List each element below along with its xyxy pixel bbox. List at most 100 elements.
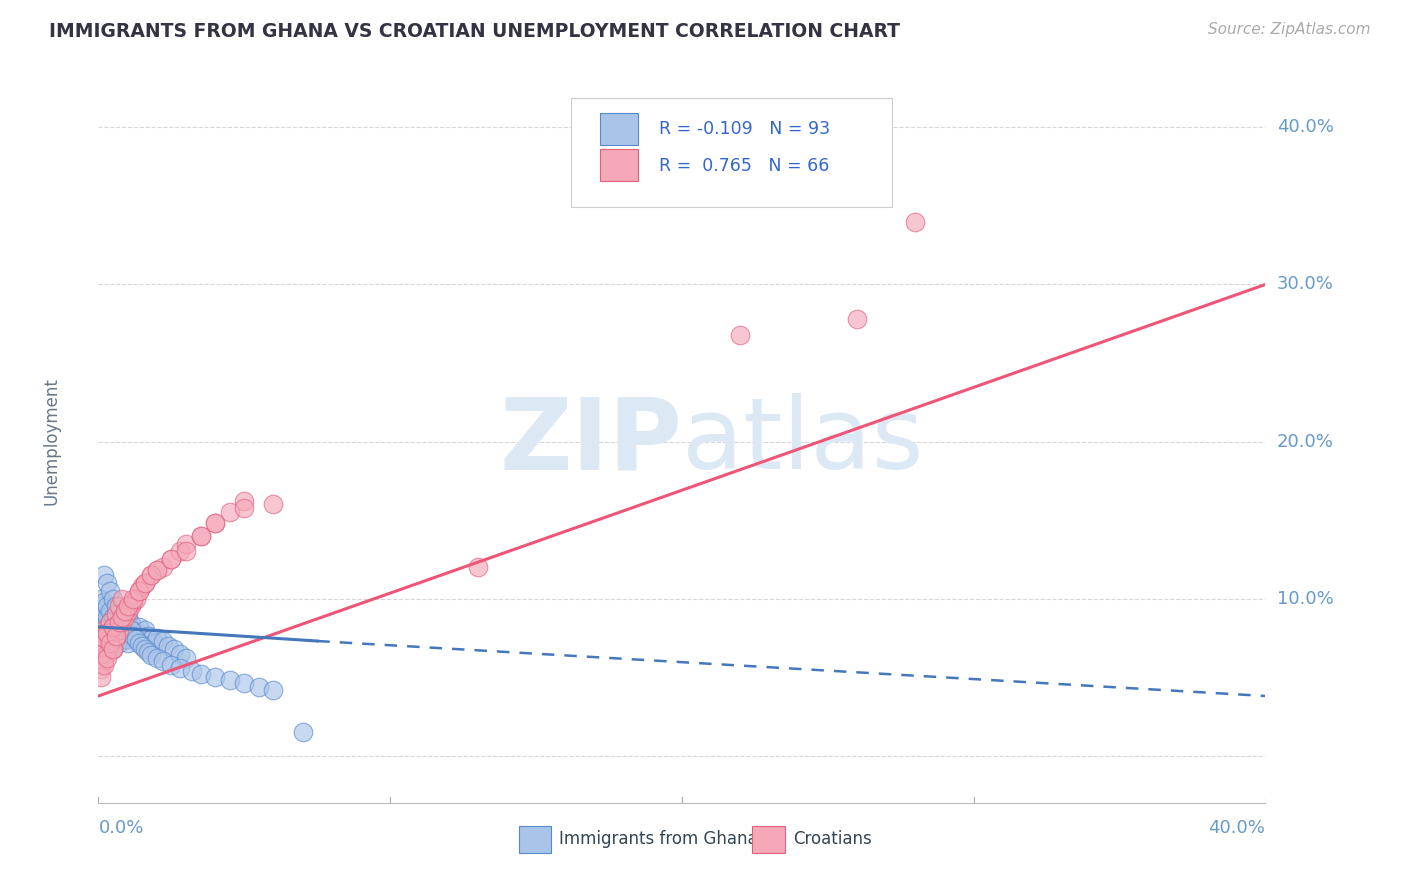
Point	[101, 591, 124, 606]
Point	[114, 620, 136, 634]
Point	[131, 639, 153, 653]
Point	[111, 610, 134, 624]
Point	[160, 552, 183, 566]
Point	[104, 607, 127, 622]
Point	[108, 623, 131, 637]
Point	[291, 725, 314, 739]
Point	[190, 529, 212, 543]
Point	[122, 629, 145, 643]
Point	[139, 568, 162, 582]
Point	[233, 676, 256, 690]
Point	[93, 568, 115, 582]
Point	[104, 632, 127, 647]
Point	[96, 615, 118, 630]
Point	[96, 610, 118, 624]
Point	[204, 516, 226, 531]
Text: 40.0%: 40.0%	[1209, 819, 1265, 837]
Point	[122, 595, 145, 609]
Point	[467, 560, 489, 574]
Point	[90, 631, 112, 645]
Point	[96, 623, 118, 637]
Point	[120, 599, 142, 614]
Point	[262, 682, 284, 697]
Text: atlas: atlas	[682, 393, 924, 490]
Point	[96, 631, 118, 645]
Point	[139, 632, 162, 647]
Text: R = -0.109   N = 93: R = -0.109 N = 93	[658, 120, 830, 138]
Point	[120, 623, 142, 637]
Point	[90, 599, 112, 614]
Point	[104, 629, 127, 643]
Point	[122, 623, 145, 637]
Point	[93, 623, 115, 637]
Point	[104, 623, 127, 637]
Point	[117, 635, 139, 649]
Text: Immigrants from Ghana: Immigrants from Ghana	[560, 830, 758, 848]
Point	[98, 604, 121, 618]
Point	[120, 616, 142, 631]
Point	[125, 591, 148, 606]
Point	[108, 599, 131, 614]
Point	[93, 595, 115, 609]
Point	[160, 657, 183, 672]
Point	[180, 664, 202, 678]
Point	[117, 599, 139, 614]
Text: 40.0%: 40.0%	[1277, 119, 1334, 136]
Point	[90, 647, 112, 661]
Point	[117, 610, 139, 624]
Point	[117, 604, 139, 618]
Point	[108, 635, 131, 649]
Text: 0.0%: 0.0%	[98, 819, 143, 837]
Point	[98, 583, 121, 598]
Point	[114, 604, 136, 618]
Point	[90, 591, 112, 606]
Point	[120, 632, 142, 647]
Point	[204, 516, 226, 531]
Point	[136, 645, 159, 659]
Point	[262, 497, 284, 511]
Text: ZIP: ZIP	[499, 393, 682, 490]
Point	[93, 635, 115, 649]
Point	[233, 500, 256, 515]
Point	[134, 641, 156, 656]
Point	[96, 599, 118, 614]
Point	[128, 635, 150, 649]
Point	[101, 620, 124, 634]
FancyBboxPatch shape	[519, 826, 551, 854]
Text: 20.0%: 20.0%	[1277, 433, 1334, 450]
Point	[98, 615, 121, 630]
Point	[98, 635, 121, 649]
Point	[111, 591, 134, 606]
Point	[96, 607, 118, 622]
Point	[111, 629, 134, 643]
Point	[101, 631, 124, 645]
Point	[128, 583, 150, 598]
Point	[93, 655, 115, 669]
Point	[125, 632, 148, 647]
Point	[101, 620, 124, 634]
Point	[101, 620, 124, 634]
Point	[174, 544, 197, 558]
Point	[152, 560, 174, 574]
Point	[108, 616, 131, 631]
Point	[139, 568, 162, 582]
Point	[98, 635, 121, 649]
Point	[152, 655, 174, 669]
Point	[146, 631, 169, 645]
Point	[93, 610, 115, 624]
Point	[93, 657, 115, 672]
Point	[134, 575, 156, 590]
Text: 10.0%: 10.0%	[1277, 590, 1334, 607]
Point	[98, 626, 121, 640]
Text: IMMIGRANTS FROM GHANA VS CROATIAN UNEMPLOYMENT CORRELATION CHART: IMMIGRANTS FROM GHANA VS CROATIAN UNEMPL…	[49, 22, 900, 41]
Point	[134, 575, 156, 590]
Point	[583, 183, 606, 197]
Point	[108, 626, 131, 640]
Point	[139, 648, 162, 662]
Point	[169, 544, 191, 558]
Point	[160, 552, 183, 566]
Point	[101, 641, 124, 656]
Point	[98, 639, 121, 653]
Point	[128, 583, 150, 598]
Text: R =  0.765   N = 66: R = 0.765 N = 66	[658, 156, 830, 175]
